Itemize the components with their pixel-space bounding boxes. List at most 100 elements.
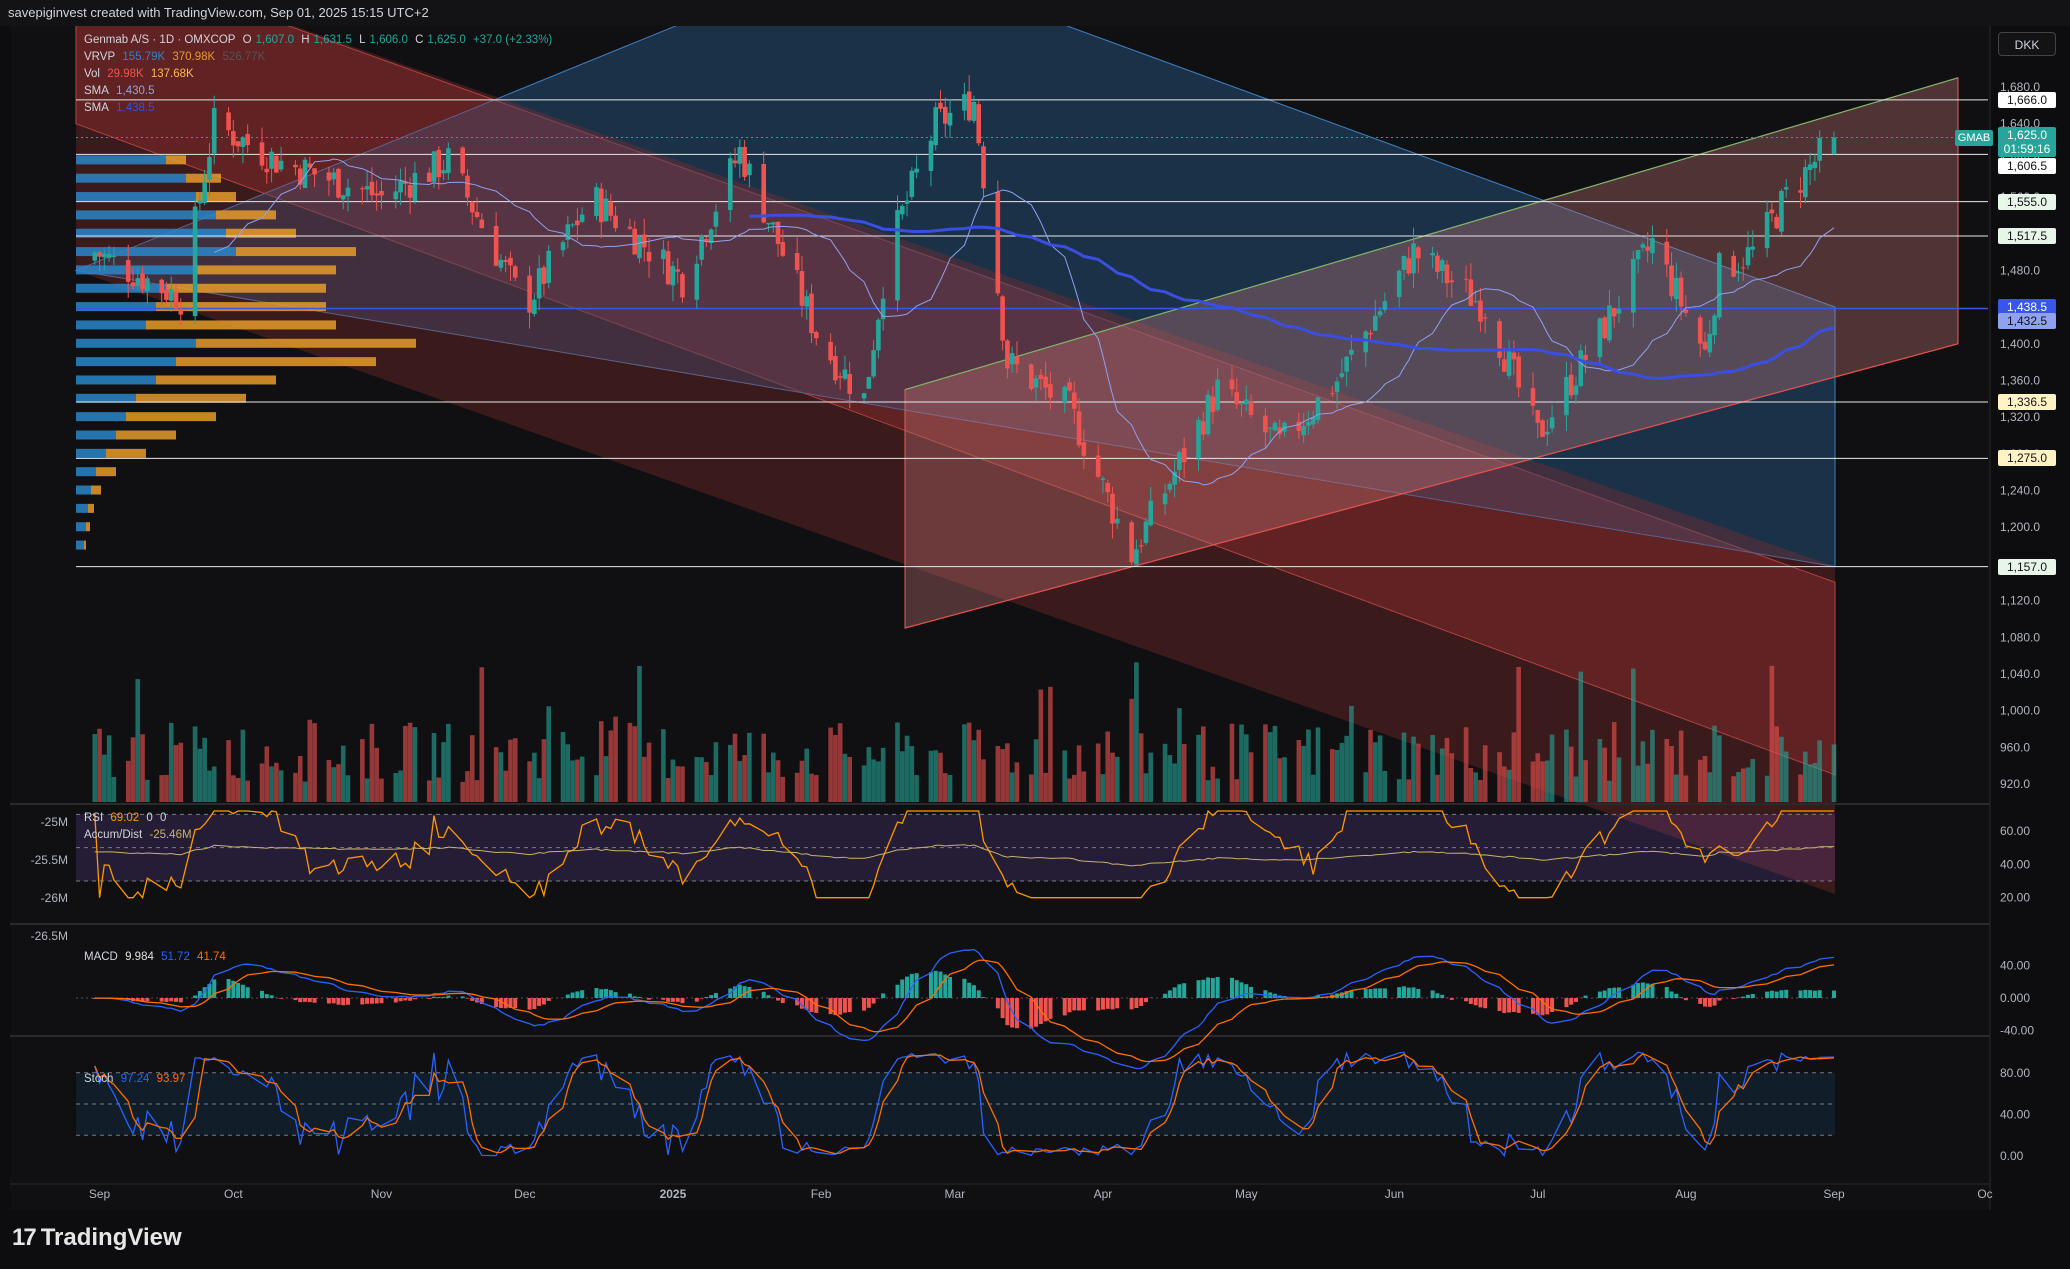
volume-bar — [546, 706, 551, 802]
volume-bar — [1783, 751, 1789, 802]
volume-bar — [307, 719, 313, 802]
candle-body — [770, 222, 776, 225]
candle-body — [670, 266, 676, 286]
macd-hist-bar — [1507, 998, 1512, 1013]
volume-bar — [1114, 756, 1120, 802]
stoch-tick: 80.00 — [2000, 1066, 2030, 1080]
ohlc-h-label: H — [301, 34, 310, 46]
candle-body — [794, 253, 800, 271]
candle-body — [1764, 212, 1770, 249]
ascending-trendline-upper — [904, 77, 1959, 391]
candle-body — [747, 163, 752, 176]
macd-hist-bar — [747, 986, 752, 998]
candle-body — [1640, 244, 1646, 248]
sma1-label: SMA — [84, 85, 109, 97]
rsi-legend[interactable]: RSI 69.02 0 0 — [84, 812, 170, 824]
rsi-tick: 40.00 — [2000, 857, 2030, 871]
volume-bar — [1564, 729, 1569, 802]
candle-body — [1129, 522, 1134, 563]
sma2-legend[interactable]: SMA 1,438.5 — [84, 102, 159, 114]
footer: 17 TradingView — [0, 1210, 2070, 1269]
candle-body — [168, 289, 174, 301]
candle-body — [1664, 241, 1670, 265]
macd-hist-bar — [1234, 980, 1239, 998]
volume-bar — [369, 723, 375, 802]
candle-body — [981, 146, 986, 189]
candle-body — [1181, 448, 1187, 463]
volume-bar — [909, 746, 915, 802]
candle-body — [1573, 385, 1579, 395]
candle-body — [1081, 442, 1087, 456]
ad-value: -25.46M — [149, 829, 192, 841]
volume-legend[interactable]: Vol 29.98K 137.68K — [84, 68, 198, 80]
macd-hist-bar — [1650, 984, 1655, 998]
candle-body — [1110, 493, 1115, 524]
candle-body — [909, 170, 915, 197]
candle-body — [947, 112, 953, 126]
macd-hist-bar — [1464, 998, 1469, 1002]
macd-hist-bar — [1774, 991, 1779, 998]
volume-bar — [914, 775, 919, 802]
macd-hist-bar — [303, 998, 308, 1002]
volume-bar — [1277, 758, 1283, 802]
volume-bar — [159, 775, 164, 802]
ad-legend[interactable]: Accum/Dist -25.46M — [84, 829, 196, 841]
vrvp-legend[interactable]: VRVP 155.79K 370.98K 526.77K — [84, 51, 269, 63]
candle-body — [1401, 255, 1407, 270]
vrvp-up-bar — [76, 247, 236, 257]
macd-hist-bar — [1034, 998, 1039, 1027]
candle-body — [446, 148, 451, 174]
candle-body — [1177, 452, 1182, 471]
volume-bar — [1373, 742, 1378, 802]
candle-body — [699, 235, 704, 260]
volume-bar — [527, 761, 532, 802]
macd-hist-bar — [1645, 983, 1650, 998]
volume-bar — [1416, 743, 1421, 802]
candle-body — [1616, 309, 1622, 314]
candle-body — [1568, 374, 1574, 396]
macd-hist-bar — [231, 980, 236, 998]
price-label-last: 1,625.0 — [1998, 126, 2056, 143]
volume-bar — [866, 747, 872, 802]
volume-bar — [125, 760, 131, 802]
candle-body — [1597, 318, 1603, 358]
vrvp-down-bar — [116, 430, 176, 440]
volume-bar — [536, 778, 542, 802]
candle-body — [493, 225, 499, 266]
volume-bar — [92, 734, 98, 802]
macd-hist-bar — [1597, 991, 1602, 998]
volume-bar — [933, 750, 939, 802]
candle-body — [1172, 471, 1177, 485]
stoch-band — [76, 1072, 1835, 1136]
macd-hist-bar — [1406, 987, 1411, 998]
macd-hist-bar — [174, 998, 179, 1002]
volume-bar — [1482, 745, 1488, 802]
macd-hist-bar — [733, 986, 738, 998]
volume-bar — [1033, 739, 1039, 802]
macd-hist-bar — [895, 984, 900, 998]
candle-body — [1310, 416, 1316, 425]
macd-hist-bar — [379, 998, 384, 1004]
macd-hist-bar — [1339, 992, 1344, 998]
candle-body — [245, 134, 250, 146]
rsi-label: RSI — [84, 812, 104, 824]
candle-body — [861, 393, 867, 399]
volume-bar — [1210, 766, 1216, 802]
time-tick: Aug — [1675, 1187, 1696, 1201]
macd-legend[interactable]: MACD 9.984 51.72 41.74 — [84, 951, 230, 963]
macd-hist-bar — [1163, 993, 1168, 998]
macd-hist-bar — [1129, 998, 1134, 1010]
candle-body — [1669, 265, 1674, 297]
candle-body — [278, 160, 284, 170]
candle-body — [1368, 332, 1373, 335]
volume-bar — [1368, 729, 1373, 802]
macd-hist-bar — [1072, 998, 1077, 1011]
currency-button[interactable]: DKK — [1998, 32, 2056, 56]
price-chart[interactable]: 1,680.01,640.01,600.01,560.01,520.01,480… — [0, 26, 2070, 1210]
stoch-legend[interactable]: Stoch 97.24 93.97 — [84, 1073, 189, 1085]
sma1-legend[interactable]: SMA 1,430.5 — [84, 85, 159, 97]
candle-body — [178, 309, 184, 315]
candle-body — [713, 211, 719, 227]
volume-bar — [398, 770, 403, 802]
volume-bar — [460, 781, 465, 802]
